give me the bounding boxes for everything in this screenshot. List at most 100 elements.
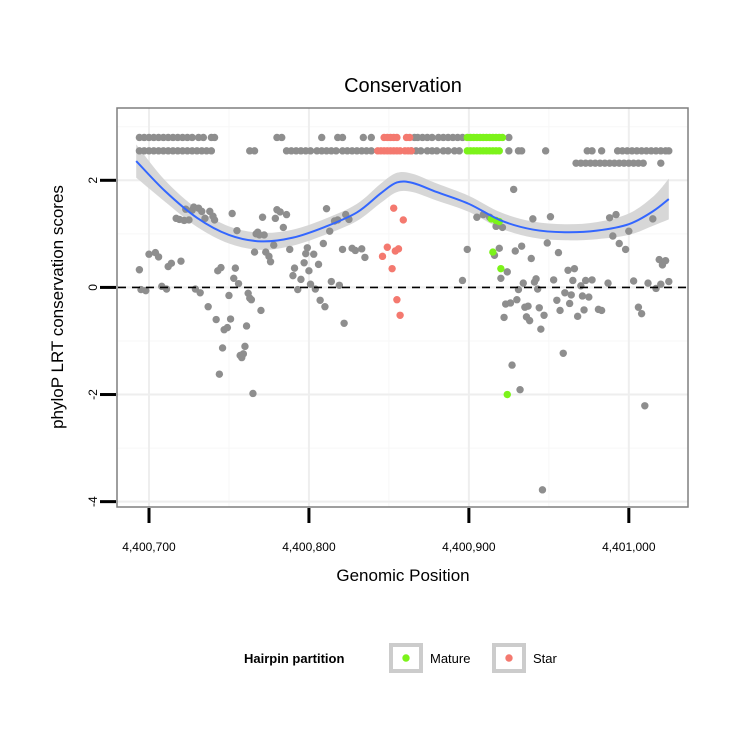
other-point <box>289 271 297 280</box>
other-point <box>541 147 550 155</box>
other-point <box>300 259 308 267</box>
other-point <box>609 232 617 240</box>
y-tick-label: 2 <box>86 177 100 184</box>
other-point <box>505 147 513 155</box>
other-point <box>297 275 305 284</box>
other-point <box>629 277 638 285</box>
other-point <box>444 147 452 155</box>
other-point <box>519 279 527 287</box>
other-point <box>604 279 612 287</box>
other-point <box>228 209 236 218</box>
other-point <box>326 227 334 235</box>
other-point <box>532 275 540 283</box>
other-point <box>525 316 534 325</box>
legend-title: Hairpin partition <box>244 651 344 666</box>
other-point <box>239 350 248 358</box>
other-point <box>625 227 633 235</box>
star-point <box>383 243 392 251</box>
confidence-band <box>136 144 669 250</box>
other-point <box>321 302 329 311</box>
other-point <box>196 289 204 297</box>
x-tick-label: 4,400,700 <box>122 540 176 554</box>
legend-key-mature <box>389 643 423 673</box>
star-point <box>394 245 403 253</box>
other-point <box>282 210 291 219</box>
mature-point <box>495 147 503 155</box>
other-point <box>567 291 575 299</box>
other-point <box>564 266 572 274</box>
other-point <box>201 214 209 223</box>
x-tick-label: 4,400,800 <box>282 540 336 554</box>
y-axis-title: phyloP LRT conservation scores <box>48 185 67 429</box>
star-point <box>390 204 398 212</box>
other-point <box>535 304 543 312</box>
other-point <box>270 241 278 249</box>
other-point <box>367 133 376 142</box>
other-point <box>210 133 219 142</box>
other-point <box>258 213 267 221</box>
other-point <box>561 289 569 297</box>
star-point <box>407 147 415 155</box>
other-point <box>199 133 208 142</box>
other-point <box>204 302 212 311</box>
other-point <box>428 133 436 142</box>
other-point <box>271 214 280 223</box>
plot-panel <box>116 107 689 508</box>
other-point <box>310 250 318 258</box>
other-point <box>338 133 347 142</box>
other-point <box>637 309 646 318</box>
other-point <box>188 133 196 142</box>
other-point <box>230 274 238 283</box>
other-point <box>335 281 344 289</box>
other-point <box>540 311 548 319</box>
legend-entries: Mature Star <box>389 643 558 673</box>
other-point <box>210 216 219 224</box>
data-points <box>135 133 673 494</box>
y-tick-label: -4 <box>86 496 100 507</box>
other-point <box>503 268 511 276</box>
star-point <box>405 133 414 142</box>
mature-point <box>503 390 511 399</box>
other-point <box>570 264 579 273</box>
other-point <box>569 276 577 285</box>
other-point <box>605 214 614 222</box>
other-point <box>463 245 471 254</box>
other-point <box>327 277 336 286</box>
other-point <box>359 133 368 142</box>
legend-swatch-mature <box>402 654 410 662</box>
other-point <box>207 147 216 155</box>
star-point <box>378 252 387 261</box>
other-point <box>524 302 532 310</box>
other-point <box>305 267 313 275</box>
other-point <box>473 213 481 221</box>
other-point <box>649 215 657 223</box>
other-point <box>249 389 257 398</box>
star-point <box>399 216 407 224</box>
other-point <box>338 245 347 254</box>
other-point <box>242 322 251 330</box>
other-point <box>516 386 524 394</box>
legend-label-mature: Mature <box>430 651 470 666</box>
other-point <box>565 299 574 308</box>
other-point <box>573 312 582 321</box>
other-point <box>306 147 315 155</box>
other-point <box>458 276 467 285</box>
star-point <box>393 296 401 304</box>
other-point <box>162 285 171 293</box>
other-point <box>322 204 331 213</box>
other-point <box>198 207 206 216</box>
other-point <box>546 213 555 221</box>
other-point <box>233 226 241 235</box>
star-point <box>396 311 404 319</box>
other-point <box>154 253 163 261</box>
confidence-band-area <box>136 144 669 250</box>
other-point <box>185 216 193 224</box>
other-point <box>257 306 265 315</box>
other-point <box>223 323 232 332</box>
star-point <box>388 264 396 273</box>
other-point <box>639 159 647 167</box>
other-point <box>316 296 324 304</box>
other-point <box>498 223 507 232</box>
other-point <box>657 159 665 167</box>
other-point <box>311 285 320 293</box>
